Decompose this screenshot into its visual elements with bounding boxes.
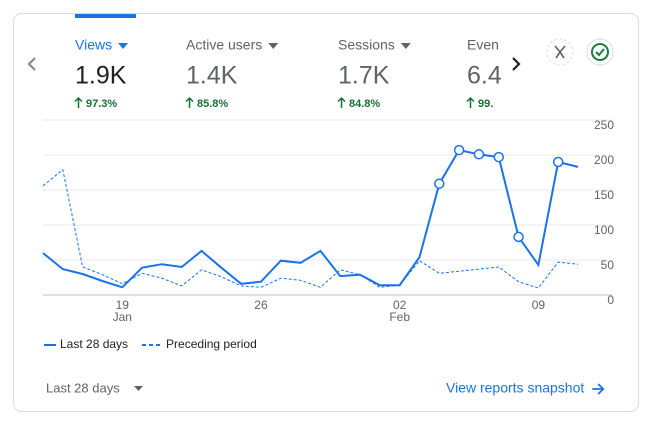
- tab-value: 1.4K: [186, 62, 238, 90]
- x-tick-label: 02: [393, 298, 407, 312]
- status-icon[interactable]: [586, 38, 614, 66]
- tab-value: 6.4: [467, 62, 502, 90]
- point-marker: [453, 144, 465, 156]
- point-marker: [434, 178, 445, 189]
- tab-value: 1.7K: [338, 62, 390, 90]
- tab-label[interactable]: Active users: [186, 37, 262, 53]
- x-tick-sublabel: Jan: [113, 310, 132, 324]
- tab-caret: [118, 43, 129, 49]
- up-arrow: [466, 96, 475, 108]
- up-arrow: [74, 96, 83, 108]
- y-tick-label: 50: [601, 258, 615, 272]
- tab-label[interactable]: Even: [467, 37, 499, 53]
- x-tick-label: 09: [532, 298, 546, 312]
- tab-value: 1.9K: [75, 62, 127, 90]
- tab-change: 99.: [478, 98, 493, 110]
- tab-label[interactable]: Sessions: [338, 37, 395, 53]
- date-range[interactable]: Last 28 days: [46, 380, 120, 395]
- series-line: [42, 168, 579, 289]
- y-tick-label: 100: [594, 223, 614, 237]
- insights-icon[interactable]: [546, 38, 574, 66]
- tab-caret: [400, 43, 411, 49]
- series-line: [42, 148, 579, 289]
- point-marker: [552, 156, 564, 168]
- tab-label[interactable]: Views: [75, 37, 112, 53]
- point-marker: [513, 231, 524, 243]
- dropdown-caret: [134, 386, 143, 391]
- up-arrow: [337, 96, 346, 108]
- next-arrow[interactable]: [512, 57, 521, 71]
- up-arrow: [185, 96, 194, 108]
- tab-change: 85.8%: [197, 98, 228, 110]
- point-marker: [473, 149, 485, 160]
- tab-change: 97.3%: [86, 98, 117, 110]
- footer: Last 28 days View reports snapshot: [46, 380, 605, 396]
- card-border: [13, 13, 639, 412]
- x-tick-label: 26: [254, 298, 268, 312]
- y-tick-label: 250: [594, 118, 614, 132]
- tab-caret: [268, 43, 279, 49]
- legend-label: Last 28 days: [60, 337, 128, 351]
- active-tab-indicator: [75, 14, 136, 18]
- tab-change: 84.8%: [349, 98, 380, 110]
- link-arrow: [592, 383, 605, 395]
- y-tick-label: 0: [607, 293, 614, 307]
- prev-arrow[interactable]: [27, 57, 36, 71]
- legend-label: Preceding period: [166, 337, 257, 351]
- x-tick-sublabel: Feb: [389, 310, 410, 324]
- snapshot-link[interactable]: View reports snapshot: [446, 380, 584, 396]
- x-tick-label: 19: [116, 298, 130, 312]
- point-marker: [493, 151, 504, 163]
- y-tick-label: 200: [594, 153, 614, 167]
- tabs: Views 1.9K 97.3% Active users 1.4K 85.8% Sessi…: [74, 37, 502, 110]
- y-tick-label: 150: [594, 188, 614, 202]
